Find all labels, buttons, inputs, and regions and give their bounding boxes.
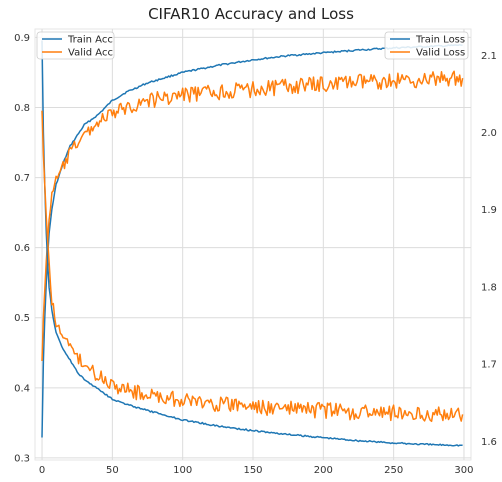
x-tick-label: 250 bbox=[384, 465, 403, 476]
x-tick-label: 0 bbox=[39, 465, 45, 476]
y-tick-label: 0.3 bbox=[14, 453, 30, 464]
x-tick-label: 150 bbox=[243, 465, 262, 476]
y-tick-label: 0.8 bbox=[14, 103, 30, 114]
series-line-valid-acc bbox=[41, 70, 464, 362]
legend-label: Train Loss bbox=[415, 35, 465, 46]
y2-tick-label: 1.6 bbox=[481, 437, 497, 448]
x-tick-label: 300 bbox=[454, 465, 473, 476]
series-line-valid-loss bbox=[41, 110, 464, 423]
y-tick-label: 0.9 bbox=[14, 33, 30, 44]
series-lines bbox=[41, 40, 464, 447]
y-tick-label: 0.5 bbox=[14, 313, 30, 324]
x-tick-label: 100 bbox=[173, 465, 192, 476]
y-tick-label: 0.4 bbox=[14, 383, 30, 394]
y2-tick-label: 1.9 bbox=[481, 205, 497, 216]
legend-right: Train Loss Valid Loss bbox=[384, 31, 469, 60]
x-tick-label: 200 bbox=[314, 465, 333, 476]
y-tick-label: 0.7 bbox=[14, 173, 30, 184]
y-tick-label: 0.6 bbox=[14, 243, 30, 254]
x-tick-label: 50 bbox=[106, 465, 119, 476]
axis-ticks: 0 50 100 150 200 250 300 0.3 0.4 0.5 0.6 0.7 0.8 0.9 1… bbox=[14, 33, 497, 476]
legend-label: Valid Acc bbox=[68, 48, 113, 59]
legend-label: Train Acc bbox=[67, 35, 113, 46]
y2-tick-label: 2.0 bbox=[481, 128, 497, 139]
series-line-train-loss bbox=[41, 40, 463, 447]
y2-tick-label: 1.8 bbox=[481, 282, 497, 293]
y2-tick-label: 1.7 bbox=[481, 360, 497, 371]
y2-tick-label: 2.1 bbox=[481, 51, 497, 62]
chart-title: CIFAR10 Accuracy and Loss bbox=[148, 5, 354, 23]
legend-left: Train Acc Valid Acc bbox=[36, 31, 115, 60]
legends: Train Acc Valid Acc Train Loss Valid Loss bbox=[36, 31, 469, 60]
legend-label: Valid Loss bbox=[416, 48, 465, 59]
